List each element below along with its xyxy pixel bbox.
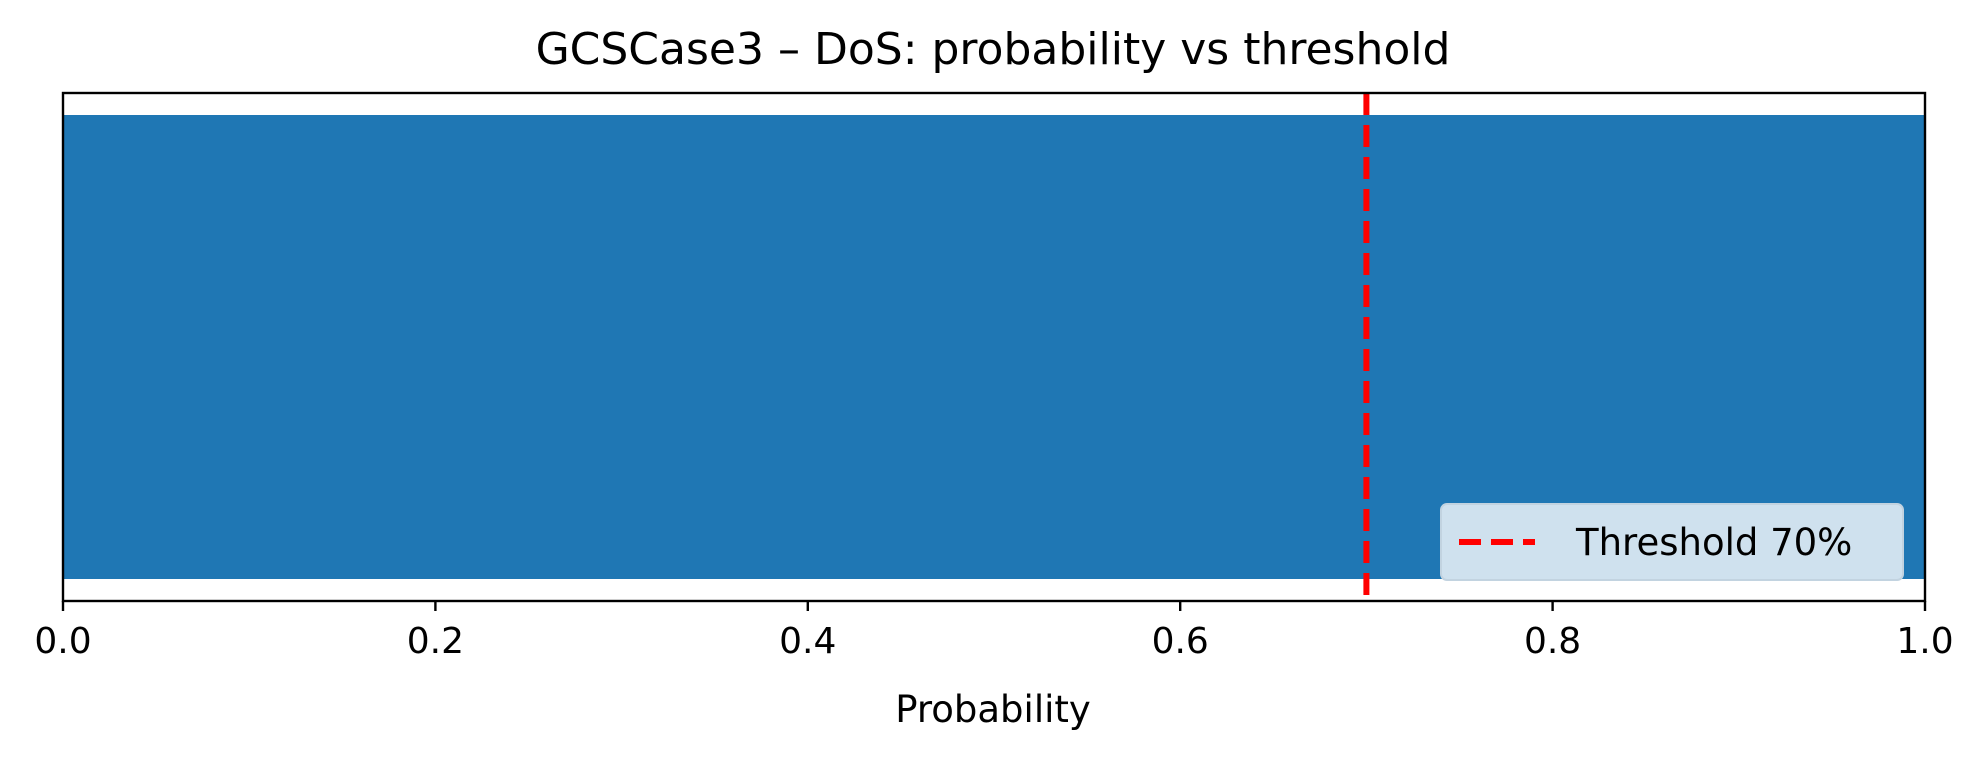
plot-frame bbox=[61, 91, 1927, 603]
legend-box bbox=[1440, 503, 1904, 581]
chart-title: GCSCase3 – DoS: probability vs threshold bbox=[536, 24, 1451, 75]
bars-group bbox=[63, 115, 1925, 579]
x-tick-label: 0.2 bbox=[407, 621, 464, 662]
legend: Threshold 70% bbox=[1440, 503, 1904, 581]
x-tick-label: 0.0 bbox=[34, 621, 91, 662]
x-tick-label: 0.8 bbox=[1524, 621, 1581, 662]
x-axis-label: Probability bbox=[895, 688, 1091, 731]
x-tick-label: 0.6 bbox=[1152, 621, 1209, 662]
x-tick-label: 0.4 bbox=[779, 621, 836, 662]
bar-0 bbox=[63, 115, 1925, 579]
x-tick-label: 1.0 bbox=[1896, 621, 1953, 662]
x-axis-ticks: 0.0 0.2 0.4 0.6 0.8 1.0 bbox=[34, 601, 1954, 662]
legend-label-threshold: Threshold 70% bbox=[1575, 521, 1852, 564]
